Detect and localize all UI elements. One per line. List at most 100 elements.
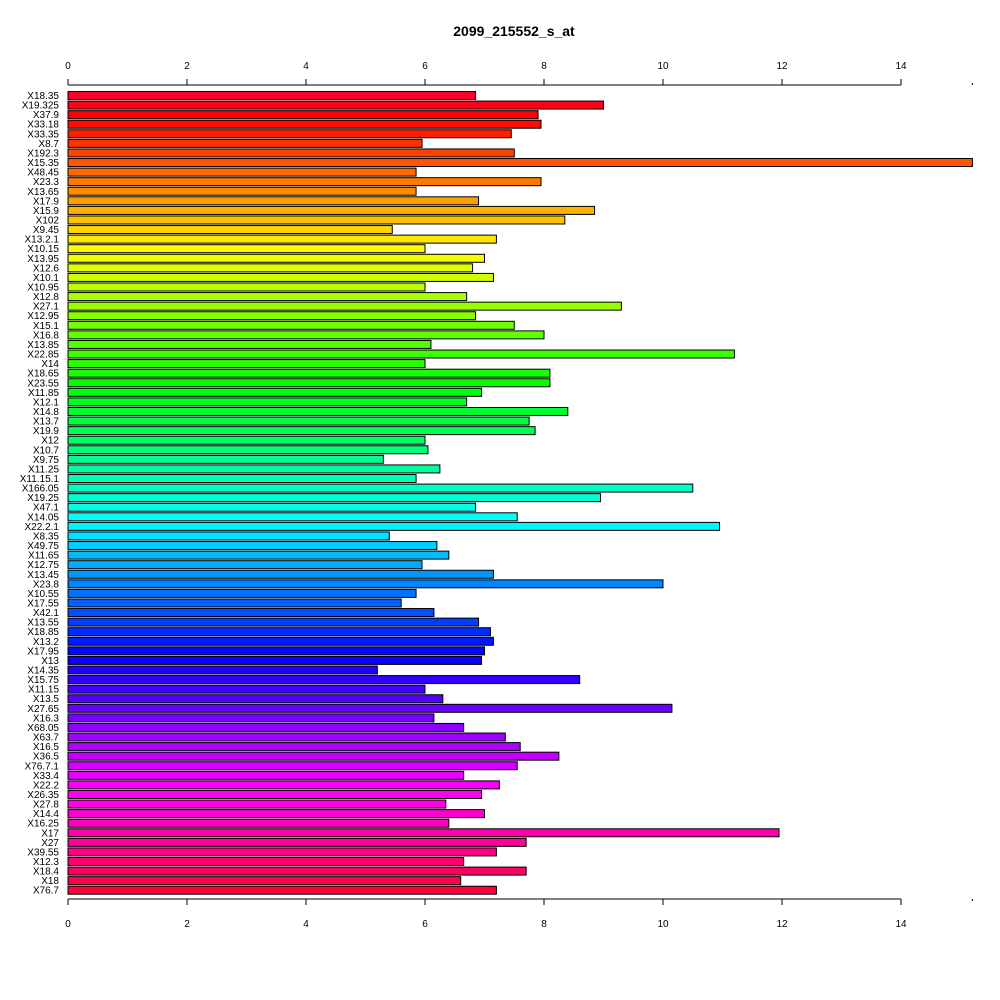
category-label: X37.9 xyxy=(33,110,60,121)
category-label: X102 xyxy=(36,215,60,226)
category-label: X14 xyxy=(41,359,59,370)
category-label: X15.9 xyxy=(33,206,60,217)
bar xyxy=(67,263,474,273)
bar xyxy=(67,732,506,742)
category-label: X11.25 xyxy=(28,464,59,475)
bar xyxy=(67,339,432,349)
bar xyxy=(67,617,480,627)
top-tick-label: 4 xyxy=(303,61,309,72)
bar xyxy=(67,292,468,302)
bar xyxy=(67,110,539,120)
category-label: X8.35 xyxy=(33,531,60,542)
top-tick-label: 12 xyxy=(776,61,788,72)
bottom-tick-label: 2 xyxy=(184,919,190,930)
bars-group xyxy=(67,91,973,895)
bar xyxy=(67,751,560,761)
bar xyxy=(67,483,694,493)
chart-title: 2099_215552_s_at xyxy=(453,23,575,39)
bar xyxy=(67,301,622,311)
bar xyxy=(67,780,500,790)
bottom-tick-label: 4 xyxy=(303,919,309,930)
bar xyxy=(67,368,551,378)
category-label: X13.85 xyxy=(27,340,59,351)
category-label: X11.85 xyxy=(28,388,59,399)
category-label: X48.45 xyxy=(27,168,59,179)
category-label: X23.55 xyxy=(27,378,59,389)
bar xyxy=(67,397,468,407)
bar xyxy=(67,493,602,503)
bar xyxy=(67,655,483,665)
bottom-tick-label: 6 xyxy=(422,919,428,930)
category-label: X10.15 xyxy=(27,244,59,255)
bar xyxy=(67,282,426,292)
category-label: X12.1 xyxy=(33,397,60,408)
category-label: X9.45 xyxy=(33,225,60,236)
category-label: X17.9 xyxy=(33,196,60,207)
bar xyxy=(67,579,664,589)
category-label: X27.1 xyxy=(33,302,60,313)
category-label: X23.3 xyxy=(33,177,60,188)
category-label: X13.65 xyxy=(27,187,59,198)
category-label: X19.25 xyxy=(27,493,59,504)
top-tick-label: 2 xyxy=(184,61,190,72)
category-label: X11.65 xyxy=(28,551,59,562)
category-label: X17.55 xyxy=(27,598,59,609)
category-label: X18 xyxy=(41,876,59,887)
category-label: X17 xyxy=(41,828,59,839)
bar xyxy=(67,378,551,388)
bar xyxy=(67,694,444,704)
bar xyxy=(67,100,604,110)
category-label: X76.7 xyxy=(33,886,60,897)
bar xyxy=(67,91,477,100)
category-label: X9.75 xyxy=(33,455,60,466)
category-label: X19.9 xyxy=(33,426,60,437)
bar xyxy=(67,866,527,876)
category-label: X12.75 xyxy=(27,560,59,571)
bar xyxy=(67,234,497,244)
bar xyxy=(67,119,542,129)
bar xyxy=(67,789,483,799)
bar xyxy=(67,847,497,857)
bottom-tick-label: 14 xyxy=(895,919,907,930)
bar xyxy=(67,330,545,340)
bar xyxy=(67,426,536,436)
bar xyxy=(67,186,417,196)
category-label: X39.55 xyxy=(27,847,59,858)
category-label: X15.35 xyxy=(27,158,59,169)
bar xyxy=(67,349,735,359)
bar xyxy=(67,627,491,637)
category-label: X26.35 xyxy=(27,790,59,801)
bar xyxy=(67,665,378,675)
category-label: X10.95 xyxy=(27,283,59,294)
category-label: X27.8 xyxy=(33,800,60,811)
category-label: X16.25 xyxy=(27,819,59,830)
bar xyxy=(67,703,673,713)
bar xyxy=(67,196,480,206)
bar xyxy=(67,828,780,838)
bar xyxy=(67,225,393,235)
bottom-tick-label: 0 xyxy=(65,919,71,930)
bar xyxy=(67,857,465,866)
bar xyxy=(67,464,441,474)
category-label: X18.65 xyxy=(27,369,59,380)
bar xyxy=(67,512,518,522)
category-label: X16.3 xyxy=(33,713,60,724)
bar xyxy=(67,569,494,579)
top-axis: 0 2 4 6 8 10 12 14 xyxy=(65,61,973,86)
bar xyxy=(67,742,521,752)
category-label: X68.05 xyxy=(27,723,59,734)
category-label: X27.65 xyxy=(27,704,59,715)
bar xyxy=(67,502,477,512)
bar xyxy=(67,387,483,397)
category-label: X16.5 xyxy=(33,742,60,753)
category-label: X10.1 xyxy=(33,273,60,284)
bar xyxy=(67,320,515,330)
category-label: X13 xyxy=(41,656,59,667)
bar xyxy=(67,636,494,646)
category-label: X27 xyxy=(41,838,59,849)
bar xyxy=(67,646,485,656)
bar xyxy=(67,311,477,321)
bar xyxy=(67,809,485,819)
bar xyxy=(67,138,423,148)
bar xyxy=(67,531,390,541)
